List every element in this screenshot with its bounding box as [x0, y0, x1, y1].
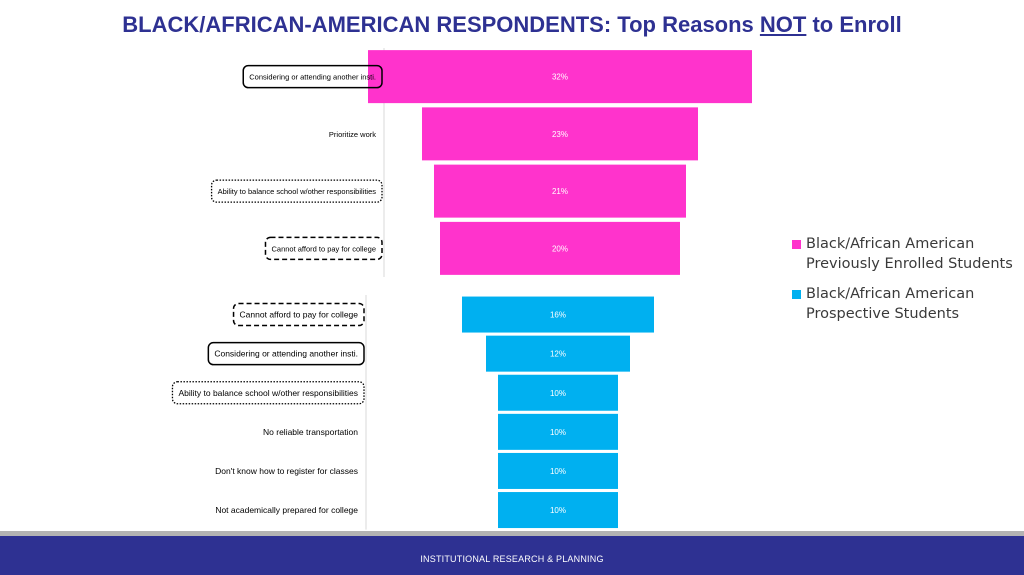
category-label: Ability to balance school w/other respon… [178, 388, 358, 398]
category-label: Considering or attending another insti. [249, 73, 376, 82]
data-label: 10% [550, 467, 566, 476]
chart-title: BLACK/AFRICAN-AMERICAN RESPONDENTS: Top … [0, 12, 1024, 38]
title-underlined: NOT [759, 12, 807, 37]
category-highlight-box [210, 179, 383, 203]
data-label: 10% [550, 506, 566, 515]
funnel-bar [440, 221, 680, 275]
funnel-bar [498, 413, 618, 450]
footer-text: INSTITUTIONAL RESEARCH & PLANNING [420, 554, 604, 564]
data-label: 10% [550, 389, 566, 398]
category-label: Cannot afford to pay for college [240, 310, 359, 320]
footer-bar [0, 536, 1024, 575]
legend-swatch-prospective [792, 290, 801, 299]
funnel-bar [434, 164, 686, 218]
category-highlight-box [232, 302, 365, 327]
category-highlight-box [242, 64, 383, 89]
legend-item-previously-enrolled: Black/African American Previously Enroll… [792, 234, 1022, 274]
data-label: 16% [550, 311, 566, 320]
funnel-bar [368, 50, 752, 104]
legend-swatch-previously-enrolled [792, 240, 801, 249]
legend-label-line1: Black/African American [806, 236, 975, 252]
category-label: Not academically prepared for college [215, 505, 358, 515]
category-highlight-box [171, 381, 365, 405]
category-label: No reliable transportation [263, 427, 358, 437]
funnel-bar [462, 296, 654, 333]
legend-label-line2: Prospective Students [806, 306, 960, 322]
title-main: BLACK/AFRICAN-AMERICAN RESPONDENTS: Top … [122, 12, 760, 37]
funnel-bar [486, 335, 630, 372]
funnel-chart: 32% Considering or attending another inst… [171, 48, 752, 530]
category-label: Cannot afford to pay for college [271, 244, 376, 253]
category-label: Don't know how to register for classes [215, 466, 358, 476]
title-tail: to Enroll [806, 12, 902, 37]
legend-item-prospective: Black/African American Prospective Stude… [792, 284, 1022, 324]
category-highlight-box [264, 236, 383, 261]
data-label: 12% [550, 350, 566, 359]
category-label: Considering or attending another insti. [214, 349, 358, 359]
legend: Black/African American Previously Enroll… [792, 234, 1022, 334]
data-label: 23% [552, 130, 568, 139]
legend-label-line2: Previously Enrolled Students [806, 256, 1013, 272]
data-label: 32% [552, 73, 568, 82]
funnel-bar [422, 107, 698, 161]
category-label: Prioritize work [329, 130, 376, 139]
data-label: 10% [550, 428, 566, 437]
category-label: Ability to balance school w/other respon… [218, 187, 377, 196]
footer-divider [0, 531, 1024, 536]
data-label: 20% [552, 244, 568, 253]
funnel-bar [498, 492, 618, 529]
legend-label-line1: Black/African American [806, 286, 975, 302]
category-highlight-box [207, 341, 365, 366]
funnel-bar [498, 452, 618, 489]
funnel-bar [498, 374, 618, 411]
data-label: 21% [552, 187, 568, 196]
